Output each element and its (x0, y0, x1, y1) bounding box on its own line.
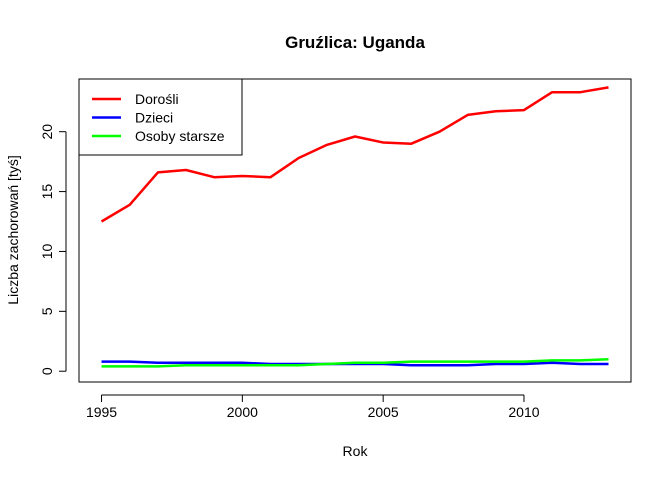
x-tick-label: 2005 (368, 404, 399, 420)
series-lines (100, 86, 609, 368)
x-tick-label: 1995 (86, 404, 117, 420)
y-tick-label: 0 (39, 367, 55, 375)
legend-label: Dorośli (135, 91, 179, 107)
x-axis: 1995 2000 2005 2010 (86, 394, 540, 420)
plot-frame (78, 78, 632, 383)
chart-title: Gruźlica: Uganda (285, 33, 425, 52)
legend-label: Osoby starsze (135, 128, 225, 144)
y-tick-label: 10 (39, 243, 55, 259)
y-axis-label: Liczba zachorowań [tyś] (5, 155, 21, 304)
series-line-1 (100, 86, 609, 223)
x-tick-label: 2010 (508, 404, 539, 420)
y-tick-label: 5 (39, 307, 55, 315)
x-tick-label: 2000 (227, 404, 258, 420)
series-line-3 (101, 357, 609, 368)
x-axis-label: Rok (343, 443, 369, 459)
y-axis: 0 5 10 15 20 (39, 124, 67, 375)
y-tick-label: 15 (39, 184, 55, 200)
legend-label: Dzieci (135, 110, 173, 126)
y-tick-label: 20 (39, 124, 55, 140)
legend: Dorośli Dzieci Osoby starsze (78, 78, 243, 156)
